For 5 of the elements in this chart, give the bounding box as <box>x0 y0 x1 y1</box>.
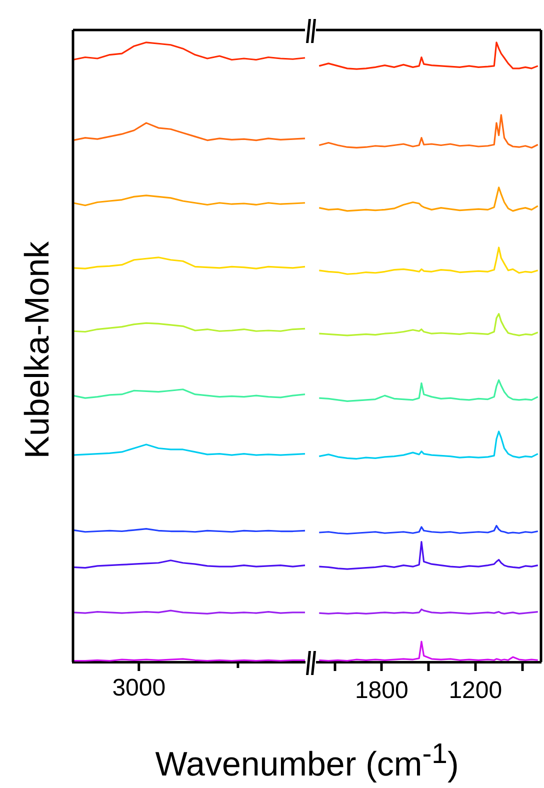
text: 3000 <box>112 674 166 702</box>
x-tick-label: 1800 <box>354 677 408 704</box>
x-tick-label: 1200 <box>448 677 502 704</box>
y-axis-title: Kubelka-Monk <box>18 241 58 459</box>
x-axis-title: Wavenumber (cm$^{-1}$) <box>155 738 459 784</box>
